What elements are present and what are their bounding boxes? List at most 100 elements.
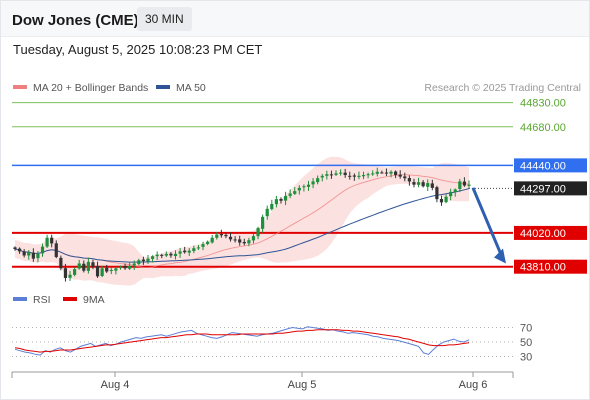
candle-body: [173, 253, 178, 257]
candle-body: [59, 257, 63, 269]
resistance-level-label: 44440.00: [520, 160, 566, 172]
candle-body: [348, 175, 352, 177]
candle-body: [40, 246, 45, 254]
candle-body: [361, 175, 366, 177]
candle-body: [183, 250, 187, 253]
rsi-line: [14, 326, 470, 356]
rsi-legend-label: RSI: [33, 294, 51, 306]
rsi-ma-legend-label: 9MA: [83, 294, 105, 306]
candle-body: [306, 184, 311, 187]
candle-body: [169, 253, 173, 256]
candle-body: [421, 182, 425, 187]
ma50-legend-label: MA 50: [176, 82, 206, 94]
resistance-label-box: [514, 158, 587, 173]
candle-body: [137, 260, 141, 265]
candle-body: [320, 175, 324, 178]
target-level-label: 44680.00: [520, 122, 566, 134]
candle-body: [325, 174, 329, 176]
candle-body: [316, 178, 320, 183]
candle-body: [13, 247, 17, 250]
candle-body: [233, 239, 237, 241]
candle-body: [256, 228, 260, 237]
candle-body: [380, 172, 384, 174]
candle-body: [453, 189, 457, 193]
candle-body: [128, 265, 132, 269]
candle-body: [238, 239, 242, 243]
candle-body: [210, 237, 214, 243]
ma20-legend-swatch: [13, 85, 27, 89]
candle-body: [270, 203, 274, 210]
candle-body: [394, 171, 398, 176]
candle-body: [444, 196, 448, 203]
candle-body: [77, 263, 81, 269]
candle-body: [91, 262, 95, 267]
candle-body: [228, 236, 233, 240]
candle-body: [265, 208, 269, 217]
candle-body: [412, 182, 416, 185]
chart-header: Dow Jones (CME) 30 MIN: [1, 1, 589, 37]
candle-body: [366, 174, 370, 176]
support-label-box: [514, 225, 587, 240]
candle-body: [132, 263, 136, 266]
candle-body: [416, 182, 421, 185]
candle-body: [160, 254, 164, 256]
candle-body: [242, 241, 246, 244]
candle-body: [371, 173, 375, 175]
candle-body: [187, 250, 191, 253]
last-price-label-box: [514, 181, 587, 196]
timeframe-button[interactable]: 30 MIN: [137, 7, 192, 31]
candle-body: [357, 175, 361, 177]
candle-body: [338, 172, 343, 174]
candle-body: [155, 254, 159, 257]
candle-body: [449, 191, 453, 197]
candle-body: [215, 234, 219, 238]
candle-body: [27, 252, 31, 256]
candle-body: [311, 181, 315, 185]
candle-body: [329, 174, 334, 176]
candle-body: [114, 268, 118, 271]
last-price-label: 44297.00: [520, 183, 566, 195]
ma50-line: [14, 188, 470, 263]
rsi-level-label: 30: [520, 352, 532, 364]
candle-body: [201, 244, 205, 247]
candle-body: [192, 248, 196, 251]
candle-body: [297, 187, 301, 191]
candle-body: [164, 253, 168, 256]
candle-body: [426, 183, 430, 187]
candle-body: [334, 173, 338, 175]
candle-body: [36, 253, 40, 259]
rsi-ma-legend-swatch: [63, 297, 77, 301]
candle-body: [352, 175, 356, 177]
candle-body: [407, 178, 411, 182]
candle-body: [224, 234, 228, 237]
ma20-legend-label: MA 20 + Bollinger Bands: [33, 82, 148, 94]
candle-body: [178, 251, 182, 254]
ma50-legend-swatch: [156, 85, 170, 89]
candle-body: [251, 236, 256, 241]
candle-body: [288, 193, 292, 196]
candle-body: [439, 198, 444, 203]
candle-body: [150, 256, 155, 259]
candle-body: [141, 259, 146, 262]
rsi-legend-swatch: [13, 297, 27, 301]
candle-body: [261, 216, 265, 229]
candle-body: [31, 252, 35, 259]
candle-body: [95, 265, 100, 277]
target-level-label: 44830.00: [520, 98, 566, 110]
rsi-level-label: 70: [520, 323, 532, 335]
rsi-ma-line: [14, 329, 470, 353]
candle-body: [279, 198, 283, 201]
candle-body: [45, 237, 49, 247]
candle-body: [219, 234, 223, 236]
candle-body: [375, 171, 379, 174]
candle-body: [68, 274, 72, 278]
candle-body: [86, 261, 90, 271]
x-axis-tick-label: Aug 6: [459, 379, 488, 391]
forecast-arrow-head: [494, 248, 506, 264]
candle-body: [302, 186, 306, 188]
candle-body: [54, 243, 58, 258]
candle-body: [389, 171, 393, 174]
support-label-box: [514, 259, 587, 274]
support-level-label: 43810.00: [520, 262, 566, 274]
